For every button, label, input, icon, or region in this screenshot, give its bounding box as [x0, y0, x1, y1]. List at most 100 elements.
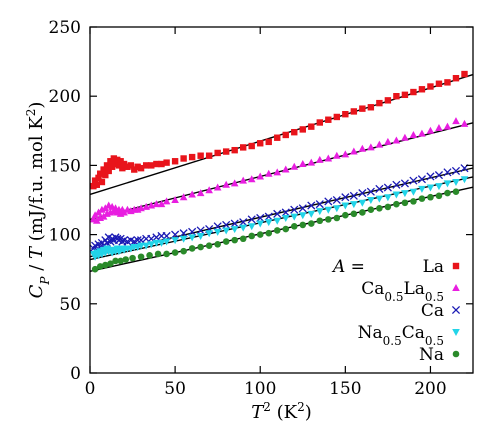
data-point: [358, 144, 367, 152]
data-point: [93, 216, 101, 224]
series-4: [91, 188, 460, 273]
data-point: [97, 170, 104, 177]
data-point: [256, 172, 265, 180]
data-point: [162, 231, 171, 241]
data-point: [129, 254, 136, 262]
data-point: [171, 249, 179, 256]
fit-line-3: [89, 176, 474, 261]
data-point: [171, 196, 179, 203]
data-point: [307, 201, 316, 210]
data-point: [410, 198, 417, 205]
data-point: [435, 192, 443, 200]
data-point: [376, 205, 383, 212]
fit-line-4: [89, 186, 474, 272]
data-point: [107, 158, 114, 165]
data-point: [418, 129, 426, 137]
data-point: [367, 197, 375, 204]
plot-frame: [89, 26, 474, 374]
legend-prefix: A =: [331, 257, 365, 277]
data-point: [163, 250, 170, 258]
data-point: [137, 253, 145, 261]
y-tick-label: 200: [49, 87, 81, 107]
data-point: [265, 138, 272, 146]
data-point: [427, 193, 434, 201]
series-0: [90, 70, 468, 190]
data-point: [152, 239, 161, 247]
data-point: [376, 99, 383, 107]
data-point: [333, 151, 341, 159]
data-point: [443, 168, 452, 177]
data-point: [350, 108, 358, 115]
data-point: [358, 189, 367, 198]
data-point: [93, 181, 101, 188]
x-tick-label: 50: [164, 379, 186, 399]
axes: 0 50 100 150 200 0 50 100 150 200 250 T2 (K2) CP / T…: [24, 18, 474, 423]
data-point: [452, 188, 460, 195]
data-point: [418, 195, 426, 202]
data-point: [230, 219, 239, 228]
data-point: [401, 91, 409, 99]
data-point: [435, 124, 443, 132]
data-point: [101, 204, 110, 212]
data-point: [393, 93, 400, 100]
data-point: [142, 242, 150, 250]
data-point: [299, 221, 307, 229]
data-point: [157, 239, 166, 247]
data-point: [341, 202, 350, 210]
data-point: [401, 133, 409, 141]
data-point: [95, 174, 102, 182]
data-point: [273, 168, 282, 176]
data-point: [349, 191, 358, 200]
data-point: [256, 220, 265, 228]
data-point: [171, 230, 180, 239]
data-point: [247, 175, 256, 183]
data-point: [230, 226, 239, 234]
data-point: [282, 131, 289, 139]
data-point: [240, 144, 247, 151]
data-point: [350, 210, 358, 218]
data-point: [298, 212, 307, 220]
data-point: [205, 242, 213, 249]
data-point: [247, 223, 256, 231]
data-point: [248, 232, 256, 240]
data-point: [273, 217, 282, 225]
data-point: [153, 160, 160, 168]
legend-label-2: Ca: [421, 301, 444, 321]
data-point: [350, 201, 358, 209]
data-point: [96, 263, 104, 270]
data-point: [299, 126, 306, 133]
fit-line-1: [89, 122, 474, 221]
data-point: [316, 208, 324, 216]
data-point: [124, 163, 131, 170]
data-point: [91, 265, 99, 273]
data-point: [115, 162, 123, 169]
data-point: [110, 155, 118, 162]
data-point: [332, 195, 341, 205]
data-point: [196, 226, 205, 235]
data-point: [316, 119, 323, 126]
data-point: [366, 187, 375, 196]
data-point: [108, 163, 116, 170]
data-point: [188, 227, 197, 236]
x-axis-label: T2 (K2): [251, 400, 312, 423]
data-point: [239, 235, 247, 243]
data-point: [451, 166, 461, 175]
y-tick-label: 150: [49, 156, 81, 176]
data-point: [157, 200, 166, 208]
data-point: [265, 229, 273, 237]
data-point: [452, 179, 460, 187]
data-point: [188, 153, 196, 161]
data-point: [222, 227, 230, 235]
data-point: [197, 152, 204, 159]
legend-marker-0: [452, 262, 460, 270]
data-point: [333, 205, 341, 213]
data-point: [342, 110, 349, 118]
data-point: [188, 190, 196, 198]
data-point: [147, 241, 156, 249]
data-point: [222, 180, 230, 188]
data-point: [452, 75, 460, 82]
data-point: [180, 155, 187, 162]
legend-marker-2: [451, 305, 461, 315]
data-point: [230, 179, 239, 187]
